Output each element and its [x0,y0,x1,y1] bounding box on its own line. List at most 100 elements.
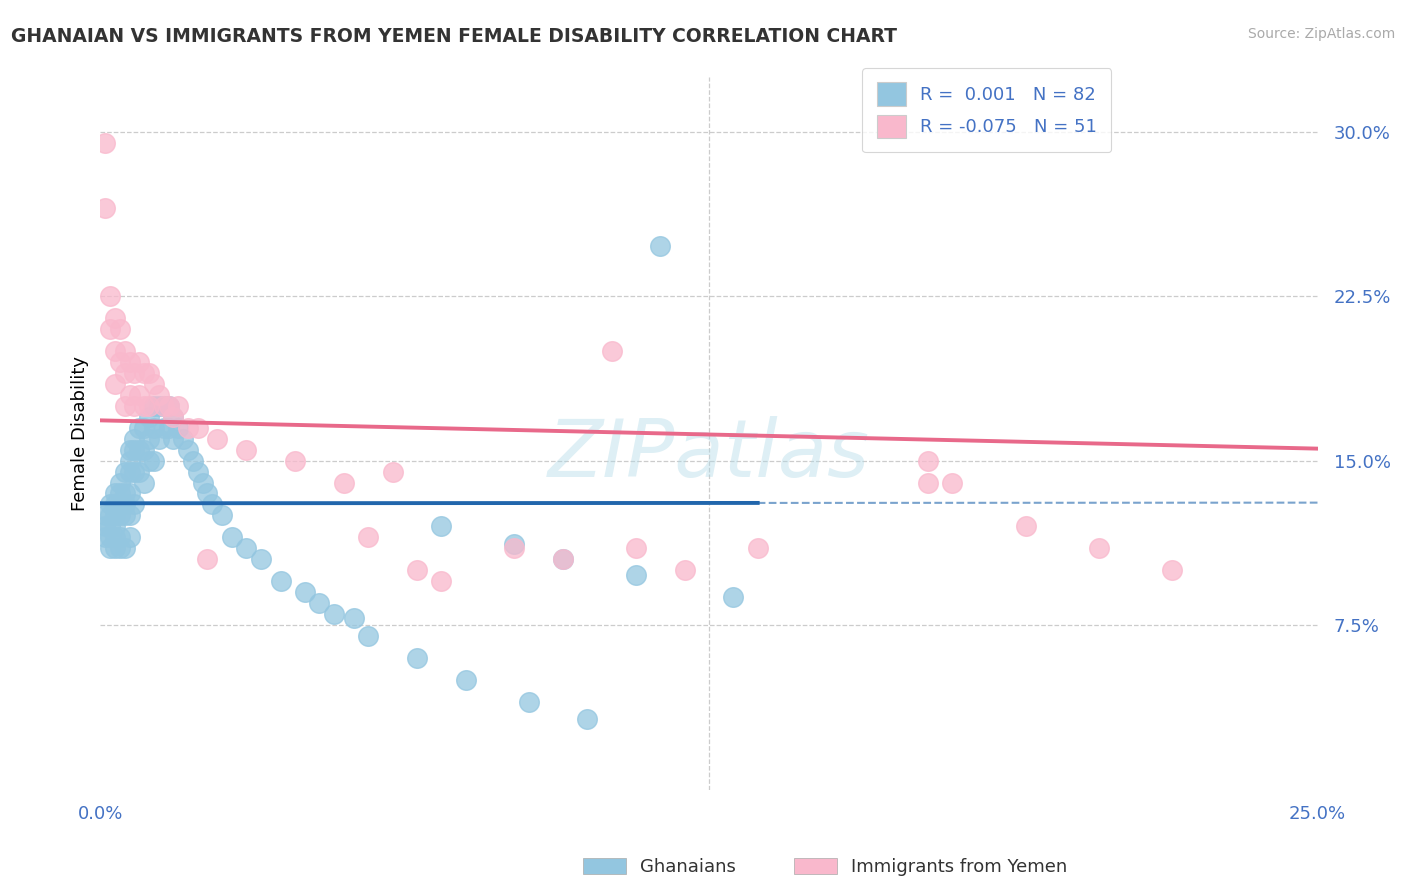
Point [250,552,273,566]
Point [551,552,574,566]
Point [181,453,204,467]
Point [454,673,477,687]
Point [187,465,209,479]
Point [98,508,121,523]
Point [128,442,150,457]
Point [600,343,623,358]
Point [98,530,121,544]
Point [134,420,156,434]
Point [104,530,127,544]
Point [503,541,526,556]
Point [118,355,141,369]
Point [94,508,117,523]
Point [114,541,136,556]
Point [98,519,121,533]
Point [98,498,121,512]
Point [104,343,127,358]
Point [98,289,121,303]
Point [148,399,170,413]
Bar [794,858,837,874]
Point [167,420,190,434]
Bar [583,858,626,874]
Point [98,322,121,336]
Point [114,366,136,380]
Point [152,420,174,434]
Point [94,530,117,544]
Point [576,712,599,726]
Point [177,420,200,434]
Point [673,563,696,577]
Point [381,465,404,479]
Point [142,420,165,434]
Point [124,432,146,446]
Point [357,629,380,643]
Point [197,486,219,500]
Point [138,453,160,467]
Point [917,475,939,490]
Point [114,465,136,479]
Legend: R =  0.001   N = 82, R = -0.075   N = 51: R = 0.001 N = 82, R = -0.075 N = 51 [862,68,1111,153]
Point [118,465,141,479]
Point [108,486,131,500]
Point [517,695,540,709]
Point [650,238,672,252]
Point [114,486,136,500]
Point [284,453,307,467]
Point [124,442,146,457]
Point [94,136,117,150]
Point [98,541,121,556]
Point [138,399,160,413]
Point [148,432,170,446]
Point [172,432,194,446]
Point [624,567,647,582]
Point [108,541,131,556]
Point [157,399,180,413]
Y-axis label: Female Disability: Female Disability [72,356,89,511]
Text: Ghanaians: Ghanaians [640,858,735,876]
Point [917,453,939,467]
Point [211,508,233,523]
Point [108,475,131,490]
Point [138,432,160,446]
Point [294,585,316,599]
Point [235,442,257,457]
Point [94,519,117,533]
Point [118,442,141,457]
Point [114,498,136,512]
Point [152,399,174,413]
Point [1014,519,1036,533]
Point [142,376,165,391]
Point [94,202,117,216]
Point [108,508,131,523]
Point [430,574,453,589]
Point [104,541,127,556]
Point [124,399,146,413]
Point [405,563,427,577]
Point [270,574,292,589]
Point [323,607,346,621]
Text: GHANAIAN VS IMMIGRANTS FROM YEMEN FEMALE DISABILITY CORRELATION CHART: GHANAIAN VS IMMIGRANTS FROM YEMEN FEMALE… [11,27,897,45]
Point [118,530,141,544]
Point [1087,541,1109,556]
Point [138,366,160,380]
Point [104,376,127,391]
Point [162,432,184,446]
Point [941,475,963,490]
Point [157,420,180,434]
Point [114,399,136,413]
Point [1160,563,1182,577]
Point [108,355,131,369]
Point [124,366,146,380]
Point [138,409,160,424]
Point [104,519,127,533]
Point [430,519,453,533]
Point [308,596,330,610]
Point [405,651,427,665]
Point [205,432,228,446]
Point [104,508,127,523]
Text: Source: ZipAtlas.com: Source: ZipAtlas.com [1247,27,1395,41]
Point [134,399,156,413]
Point [235,541,257,556]
Text: Immigrants from Yemen: Immigrants from Yemen [851,858,1067,876]
Point [333,475,356,490]
